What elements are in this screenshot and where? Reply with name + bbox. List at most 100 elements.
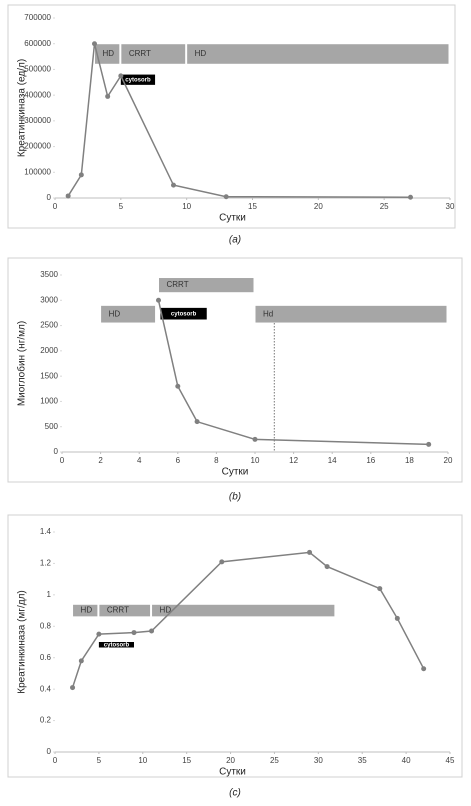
x-tick-label: 10 (251, 456, 260, 465)
y-tick-label: 300000 (24, 116, 51, 125)
data-point (377, 586, 383, 592)
panel-border (7, 257, 463, 483)
x-axis-title: Сутки (219, 767, 246, 778)
data-line (67, 43, 411, 198)
y-tick-label: 2500 (40, 321, 58, 330)
treatment-band (158, 277, 255, 294)
y-tick-label: 3000 (40, 295, 58, 304)
cytosorb-box (160, 307, 207, 320)
data-point (131, 630, 137, 636)
data-point (70, 685, 76, 691)
x-axis-title: Сутки (222, 467, 249, 478)
band-label: HD (81, 606, 93, 615)
band-label: HD (103, 49, 115, 58)
x-tick-label: 2 (98, 456, 103, 465)
x-tick-label: 5 (119, 202, 124, 211)
data-point (96, 631, 102, 637)
x-tick-label: 20 (314, 202, 323, 211)
x-tick-label: 12 (289, 456, 298, 465)
y-tick-label: 600000 (24, 39, 51, 48)
band-label: HD (160, 606, 172, 615)
data-point (156, 297, 161, 303)
data-point (421, 666, 427, 672)
panel-border (7, 4, 456, 229)
treatment-band (100, 304, 157, 324)
y-tick-label: 1 (47, 590, 52, 599)
y-tick-label: 1.4 (40, 527, 52, 536)
caption: (a) (229, 235, 241, 246)
data-point (223, 194, 229, 200)
data-point (194, 419, 200, 425)
treatment-band (120, 43, 187, 65)
y-tick-label: 0.8 (40, 621, 52, 630)
x-tick-label: 35 (358, 756, 367, 765)
treatment-band (98, 603, 152, 618)
y-tick-label: 1500 (40, 371, 58, 380)
treatment-band (186, 43, 450, 65)
y-tick-label: 0.4 (40, 684, 52, 693)
band-label: CRRT (167, 280, 189, 289)
panel-border (7, 514, 463, 778)
x-tick-label: 18 (405, 456, 414, 465)
band-label: CRRT (107, 606, 129, 615)
data-point (307, 549, 313, 555)
data-point (219, 559, 225, 565)
cytosorb-box (98, 642, 134, 648)
y-tick-label: 700000 (24, 13, 51, 22)
x-tick-label: 0 (53, 756, 58, 765)
band-label: CRRT (129, 49, 151, 58)
x-tick-label: 25 (270, 756, 279, 765)
x-tick-label: 15 (182, 756, 191, 765)
y-tick-label: 500000 (24, 65, 51, 74)
x-tick-label: 15 (248, 202, 257, 211)
x-tick-label: 0 (53, 202, 58, 211)
x-tick-label: 8 (214, 456, 219, 465)
treatment-band (151, 603, 336, 618)
y-tick-label: 0.2 (40, 716, 52, 725)
data-point (105, 93, 111, 99)
x-tick-label: 14 (328, 456, 337, 465)
y-tick-label: 0.6 (40, 653, 52, 662)
caption: (b) (229, 492, 241, 503)
y-tick-label: 0 (47, 747, 52, 756)
caption: (c) (229, 788, 241, 799)
x-tick-label: 0 (60, 456, 65, 465)
y-tick-label: 200000 (24, 142, 51, 151)
x-tick-label: 6 (176, 456, 181, 465)
data-point (394, 615, 400, 621)
x-axis-title: Сутки (219, 213, 246, 224)
data-point (252, 436, 258, 442)
treatment-band (94, 43, 121, 65)
band-label: Hd (263, 309, 273, 318)
data-point (324, 564, 330, 570)
x-tick-label: 5 (97, 756, 102, 765)
x-tick-label: 45 (446, 756, 455, 765)
cytosorb-label: cytosorb (125, 77, 151, 83)
x-tick-label: 30 (314, 756, 323, 765)
y-tick-label: 500 (45, 422, 59, 431)
y-tick-label: 3500 (40, 270, 58, 279)
x-tick-label: 25 (380, 202, 389, 211)
x-tick-label: 20 (226, 756, 235, 765)
data-point (149, 628, 155, 634)
x-tick-label: 4 (137, 456, 142, 465)
data-point (78, 172, 84, 178)
cytosorb-label: cytosorb (171, 311, 197, 317)
x-tick-label: 10 (138, 756, 147, 765)
x-tick-label: 40 (402, 756, 411, 765)
data-point (65, 193, 71, 199)
data-point (171, 182, 176, 188)
data-point (175, 383, 181, 389)
y-tick-label: 0 (54, 447, 59, 456)
cytosorb-box (120, 74, 156, 85)
data-line (71, 551, 425, 688)
band-label: HD (195, 49, 207, 58)
y-tick-label: 0 (47, 193, 52, 202)
y-tick-label: 1.2 (40, 559, 52, 568)
y-tick-label: 100000 (24, 167, 51, 176)
data-point (408, 194, 413, 200)
y-tick-label: 2000 (40, 346, 58, 355)
x-tick-label: 10 (182, 202, 191, 211)
y-tick-label: 400000 (24, 90, 51, 99)
